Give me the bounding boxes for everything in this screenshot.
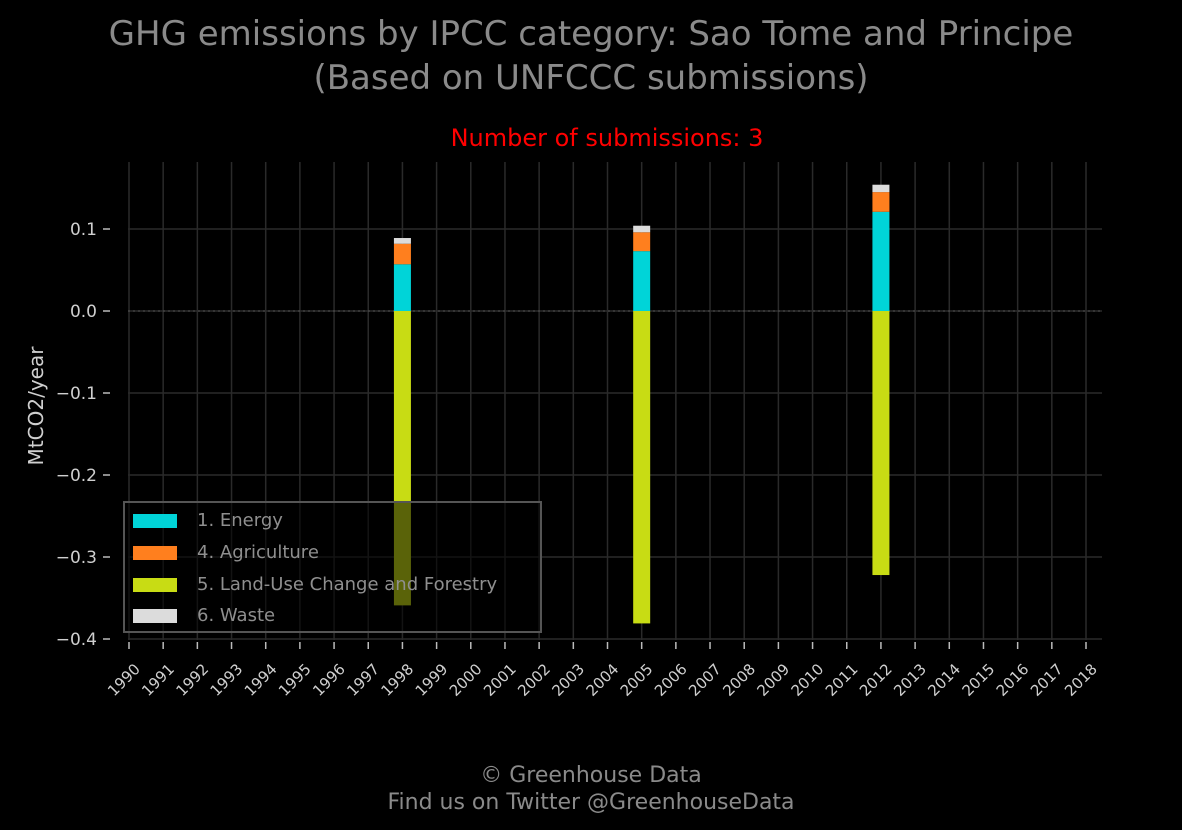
x-tick-label-2018: 2018 — [1061, 660, 1101, 700]
y-tick-label: −0.2 — [56, 466, 97, 486]
x-tick-label-2001: 2001 — [480, 660, 520, 700]
x-tick-label-2000: 2000 — [446, 660, 486, 700]
submissions-count-subtitle: Number of submissions: 3 — [450, 124, 764, 152]
chart-title-line-2: (Based on UNFCCC submissions) — [313, 58, 869, 98]
bar-1998-4-agriculture — [393, 243, 411, 265]
x-tick-label-2008: 2008 — [719, 660, 759, 700]
chart-title: GHG emissions by IPCC category: Sao Tome… — [0, 12, 1182, 100]
bar-2012-1-energy — [872, 211, 890, 311]
x-tick-label-2017: 2017 — [1027, 660, 1067, 700]
x-tick-label-1995: 1995 — [275, 660, 315, 700]
bar-2005-4-agriculture — [633, 232, 651, 252]
legend-label-waste: 6. Waste — [197, 605, 276, 626]
legend-swatch-energy — [133, 514, 177, 528]
bar-2005-5-land-use-change-and-forestry — [633, 311, 651, 624]
y-tick-label: 0.0 — [70, 302, 97, 322]
x-tick-label-1994: 1994 — [241, 660, 281, 700]
bar-1998-6-waste — [393, 238, 411, 244]
bar-2005-6-waste — [633, 225, 651, 233]
x-tick-label-1998: 1998 — [378, 660, 418, 700]
x-tick-label-2005: 2005 — [617, 660, 657, 700]
x-tick-label-2007: 2007 — [685, 660, 725, 700]
x-tick-label-1997: 1997 — [343, 660, 383, 700]
y-tick-label: 0.1 — [70, 220, 97, 240]
bar-2005-1-energy — [633, 251, 651, 311]
footer-twitter: Find us on Twitter @GreenhouseData — [387, 790, 795, 815]
x-tick-label-1996: 1996 — [309, 660, 349, 700]
legend-label-land-use: 5. Land-Use Change and Forestry — [197, 574, 498, 595]
x-tick-label-1993: 1993 — [207, 660, 247, 700]
y-tick-label: −0.4 — [56, 630, 97, 650]
x-tick-label-2013: 2013 — [890, 660, 930, 700]
x-tick-label-2004: 2004 — [583, 660, 623, 700]
legend-swatch-land-use — [133, 578, 177, 592]
x-tick-label-2010: 2010 — [788, 660, 828, 700]
legend-swatch-agriculture — [133, 546, 177, 560]
bar-2012-4-agriculture — [872, 192, 890, 212]
x-tick-label-2014: 2014 — [924, 660, 964, 700]
x-tick-label-2009: 2009 — [753, 660, 793, 700]
x-tick-label-1999: 1999 — [412, 660, 452, 700]
y-axis-label: MtCO2/year — [24, 346, 48, 466]
bar-1998-1-energy — [393, 264, 411, 311]
x-tick-label-2015: 2015 — [959, 660, 999, 700]
x-tick-label-2003: 2003 — [548, 660, 588, 700]
chart-legend: 1. Energy 4. Agriculture 5. Land-Use Cha… — [123, 501, 542, 633]
x-tick-label-2011: 2011 — [822, 660, 862, 700]
legend-label-energy: 1. Energy — [197, 510, 283, 531]
x-tick-label-1990: 1990 — [104, 660, 144, 700]
x-tick-label-2012: 2012 — [856, 660, 896, 700]
legend-swatch-waste — [133, 609, 177, 623]
footer: © Greenhouse Data Find us on Twitter @Gr… — [0, 762, 1182, 816]
x-tick-label-2016: 2016 — [993, 660, 1033, 700]
legend-label-agriculture: 4. Agriculture — [197, 542, 319, 563]
bar-2012-6-waste — [872, 184, 890, 193]
y-tick-label: −0.3 — [56, 548, 97, 568]
bar-2012-5-land-use-change-and-forestry — [872, 311, 890, 576]
x-tick-label-2006: 2006 — [651, 660, 691, 700]
y-tick-label: −0.1 — [56, 384, 97, 404]
chart-title-line-1: GHG emissions by IPCC category: Sao Tome… — [108, 14, 1074, 54]
x-tick-label-2002: 2002 — [514, 660, 554, 700]
x-tick-label-1992: 1992 — [172, 660, 212, 700]
footer-copyright: © Greenhouse Data — [480, 763, 702, 788]
x-tick-label-1991: 1991 — [138, 660, 178, 700]
